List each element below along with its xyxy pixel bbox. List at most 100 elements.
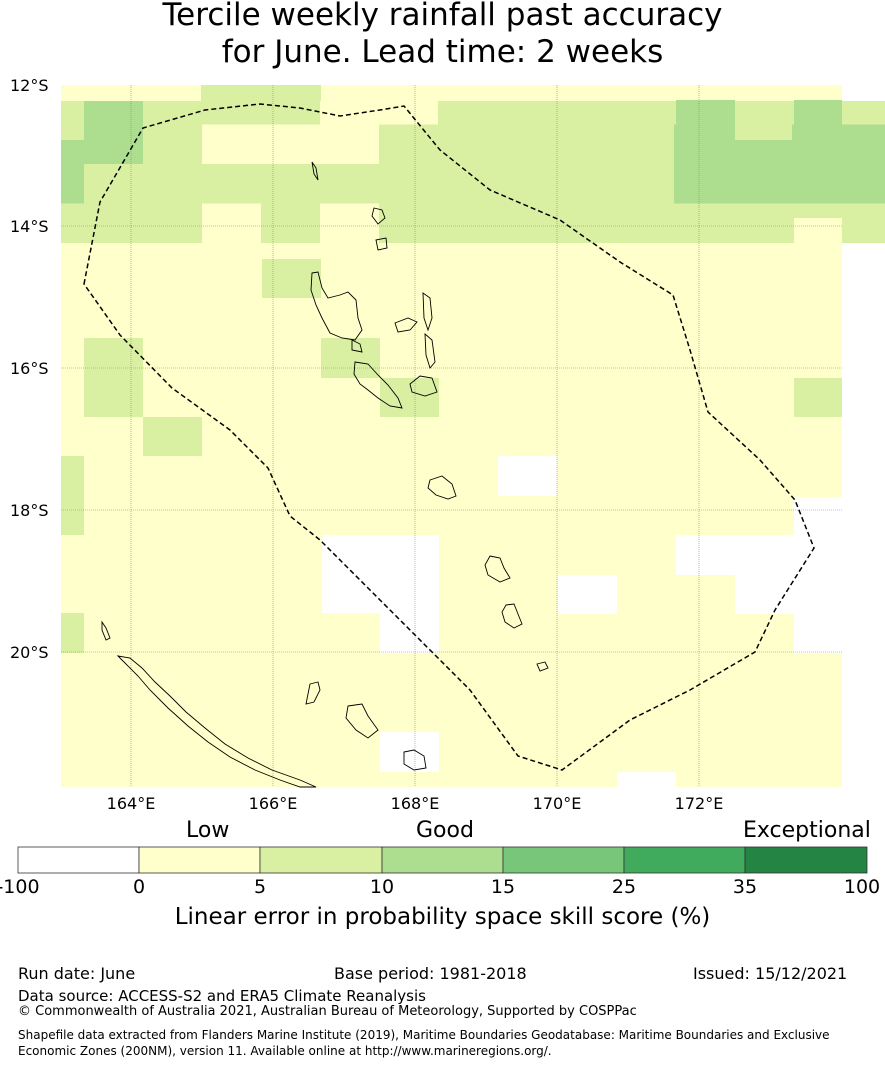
grid-cell xyxy=(379,101,438,125)
colorbar-tick: 0 xyxy=(132,876,146,898)
grid-cell xyxy=(851,203,885,243)
colorbar-tick: 35 xyxy=(732,876,758,898)
coastlines xyxy=(101,161,549,788)
colorbar-tick: 100 xyxy=(843,876,881,898)
grid-cell xyxy=(143,164,202,204)
map-title-line-1: Tercile weekly rainfall past accuracy xyxy=(162,0,723,33)
grid-cell xyxy=(851,124,885,164)
grid-cell xyxy=(556,203,615,243)
grid-cell xyxy=(617,772,676,787)
island-outline xyxy=(501,603,523,629)
grid-cell xyxy=(497,124,556,164)
colorbar-swatch xyxy=(259,846,383,874)
grid-cell xyxy=(556,101,615,125)
colorbar-tick: 10 xyxy=(369,876,395,898)
grid-cell xyxy=(497,101,556,125)
category-low: Low xyxy=(186,818,230,843)
colorbar-swatch xyxy=(138,846,261,874)
grid-cell xyxy=(733,101,792,125)
grid-cell xyxy=(674,203,733,243)
grid-cell xyxy=(61,203,84,243)
lat-label: 12°S xyxy=(10,76,49,95)
grid-cell xyxy=(61,140,84,180)
grid-cell xyxy=(143,124,202,164)
grid-cell xyxy=(261,164,320,204)
grid-cell xyxy=(615,203,674,243)
grid-cell xyxy=(497,203,556,243)
grid-cell xyxy=(733,203,792,243)
grid-cell xyxy=(735,140,794,180)
colorbar-swatch xyxy=(502,846,625,874)
colorbar-swatch xyxy=(623,846,746,874)
graticule xyxy=(61,85,842,787)
lat-label: 16°S xyxy=(10,359,49,378)
data-source: Data source: ACCESS-S2 and ERA5 Climate … xyxy=(18,987,426,1005)
grid-cell xyxy=(558,575,617,614)
issued-date: Issued: 15/12/2021 xyxy=(693,964,848,983)
colorbar-title: Linear error in probability space skill … xyxy=(174,904,711,930)
shapefile-credit: Shapefile data extracted from Flanders M… xyxy=(18,1028,830,1058)
grid-cell xyxy=(143,203,202,243)
grid-cell xyxy=(143,101,202,125)
grid-cell xyxy=(498,297,617,337)
colorbar-tick: -100 xyxy=(0,876,40,898)
lon-label: 172°E xyxy=(674,794,724,813)
grid-cell xyxy=(320,203,379,243)
grid-cell xyxy=(61,101,84,125)
colorbar-swatch xyxy=(17,846,140,874)
grid-cell xyxy=(202,203,261,243)
grid-cell xyxy=(321,85,439,101)
grid-cell xyxy=(438,124,497,164)
grid-cell xyxy=(320,101,379,125)
lat-label: 18°S xyxy=(10,501,49,520)
base-period: Base period: 1981-2018 xyxy=(334,964,527,983)
grid-cell xyxy=(84,164,143,204)
skill-grid xyxy=(61,85,885,787)
colorbar-tick: 15 xyxy=(490,876,516,898)
grid-cell xyxy=(202,101,261,125)
island-outline xyxy=(422,292,433,332)
grid-cell xyxy=(794,100,842,141)
island-outline xyxy=(424,332,436,369)
grid-cell xyxy=(438,101,497,125)
grid-cell xyxy=(615,124,674,164)
grid-cell xyxy=(794,497,842,653)
eez-boundary xyxy=(83,103,815,771)
run-date: Run date: June xyxy=(18,964,136,983)
grid-cell xyxy=(497,164,556,204)
island-outline xyxy=(310,271,363,341)
category-exceptional: Exceptional xyxy=(743,818,871,843)
grid-cell xyxy=(792,164,851,204)
grid-cell xyxy=(380,732,439,772)
grid-cell xyxy=(321,338,380,378)
grid-cell xyxy=(84,203,143,243)
island-outline xyxy=(351,339,363,353)
island-outline xyxy=(536,661,549,672)
grid-cell xyxy=(61,456,84,535)
colorbar-tick: 5 xyxy=(253,876,267,898)
colorbar-swatch xyxy=(744,846,868,874)
grid-cell xyxy=(261,124,320,164)
map-title-line-2: for June. Lead time: 2 weeks xyxy=(221,34,664,70)
grid-cell xyxy=(851,101,885,125)
island-outline xyxy=(101,620,111,641)
grid-cell xyxy=(202,124,261,164)
island-outline xyxy=(484,555,511,583)
grid-cell xyxy=(261,203,320,243)
island-outline xyxy=(345,703,379,739)
grid-cell xyxy=(380,613,439,653)
grid-cell xyxy=(201,85,321,101)
grid-cell xyxy=(320,164,379,204)
grid-cell xyxy=(379,124,438,164)
grid-cell xyxy=(851,164,885,204)
grid-cell xyxy=(84,101,143,125)
grid-cell xyxy=(556,164,615,204)
island-outline xyxy=(403,749,427,771)
grid-cell xyxy=(794,378,842,417)
grid-cell xyxy=(61,613,84,653)
grid-cell xyxy=(320,124,379,164)
grid-cell xyxy=(202,164,261,204)
lon-label: 168°E xyxy=(390,794,440,813)
grid-cell xyxy=(261,101,320,125)
